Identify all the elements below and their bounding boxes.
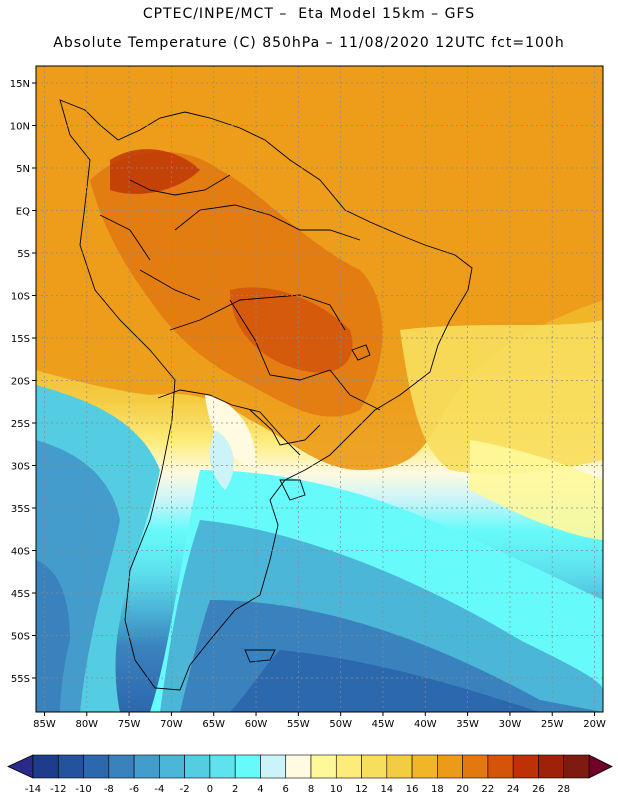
temperature-field [36, 66, 603, 712]
colorbar-label: 24 [507, 784, 520, 795]
colorbar-label: 2 [232, 784, 238, 795]
lat-tick-label: 15S [11, 334, 30, 345]
colorbar-label: 20 [456, 784, 469, 795]
lon-tick-label: 65W [202, 719, 225, 730]
map-title-line2: Absolute Temperature (C) 850hPa – 11/08/… [53, 35, 565, 51]
colorbar-label: -8 [104, 784, 114, 795]
colorbar-swatch [83, 754, 110, 779]
colorbar-label: 18 [431, 784, 444, 795]
colorbar-label: -6 [129, 784, 139, 795]
colorbar-swatch [310, 754, 337, 779]
lat-tick-label: EQ [16, 207, 30, 218]
colorbar-label: -10 [75, 784, 91, 795]
lat-tick-label: 15N [10, 79, 30, 90]
lon-tick-label: 25W [541, 719, 564, 730]
map-title-line1: CPTEC/INPE/MCT – Eta Model 15km – GFS [142, 6, 476, 22]
colorbar-label: 26 [532, 784, 545, 795]
map-frame [35, 65, 604, 713]
colorbar-label: 6 [283, 784, 289, 795]
lat-tick-label: 55S [11, 674, 30, 685]
colorbar-swatch [159, 754, 185, 779]
lon-tick-label: 60W [245, 719, 268, 730]
colorbar-swatch [260, 754, 287, 779]
coastline-outline [59, 99, 473, 691]
lat-tick-label: 30S [11, 462, 30, 473]
colorbar-swatch [108, 754, 135, 779]
colorbar-swatch [563, 754, 590, 779]
colorbar-swatch [512, 754, 539, 779]
colorbar-swatch [234, 754, 261, 779]
colorbar-high-arrow [588, 754, 613, 779]
colorbar-label: 4 [257, 784, 263, 795]
colorbar-swatch [538, 754, 565, 779]
colorbar-label: 0 [207, 784, 213, 795]
colorbar-low-arrow [7, 754, 34, 779]
lon-tick-label: 20W [583, 719, 606, 730]
colorbar-swatch [462, 754, 489, 779]
lon-tick-label: 30W [499, 719, 522, 730]
lat-tick-label: 5N [16, 164, 30, 175]
colorbar-label: -14 [25, 784, 41, 795]
lon-tick-label: 85W [33, 719, 56, 730]
lat-tick-label: 5S [17, 249, 30, 260]
colorbar-label: -2 [180, 784, 190, 795]
longitude-axis: 85W 80W 75W 70W 65W 60W 55W 50W 45W 40W 35W 30W 25W 2… [33, 712, 606, 730]
lon-tick-label: 35W [456, 719, 479, 730]
colorbar-swatch [361, 754, 388, 779]
lat-tick-label: 25S [11, 419, 30, 430]
latitude-axis: 15N 10N 5N EQ 5S 10S 15S 20S 25S 30S 35S 40S 45S 50S 5… [10, 79, 36, 685]
colorbar-label: 12 [355, 784, 368, 795]
colorbar-label: 22 [482, 784, 495, 795]
lon-tick-label: 50W [329, 719, 352, 730]
colorbar-swatch [133, 754, 160, 779]
lat-tick-label: 35S [11, 504, 30, 515]
lon-tick-label: 70W [160, 719, 183, 730]
lat-tick-label: 45S [11, 589, 30, 600]
colorbar-swatch [386, 754, 413, 779]
colorbar-label: 8 [308, 784, 314, 795]
colorbar-label: 16 [406, 784, 419, 795]
colorbar-swatch [487, 754, 514, 779]
lon-tick-label: 80W [75, 719, 98, 730]
colorbar-swatch [335, 754, 362, 779]
colorbar-swatch [285, 754, 312, 779]
lat-tick-label: 20S [11, 377, 30, 388]
colorbar-swatch [209, 754, 236, 779]
colorbar-swatch [57, 754, 84, 779]
colorbar-label: 10 [330, 784, 343, 795]
lat-tick-label: 50S [11, 632, 30, 643]
colorbar-swatch [411, 754, 438, 779]
lon-tick-label: 75W [118, 719, 141, 730]
colorbar-label: -4 [154, 784, 164, 795]
colorbar-label: 14 [380, 784, 393, 795]
lat-tick-label: 10S [11, 292, 30, 303]
colorbar-swatch [32, 754, 59, 779]
lon-tick-label: 45W [372, 719, 395, 730]
lon-tick-label: 55W [287, 719, 310, 730]
colorbar-label: -12 [50, 784, 66, 795]
colorbar-swatch [184, 754, 211, 779]
lat-tick-label: 10N [10, 122, 30, 133]
lon-tick-label: 40W [414, 719, 437, 730]
colorbar-label: 28 [557, 784, 570, 795]
colorbar-swatch [437, 754, 463, 779]
lat-tick-label: 40S [11, 547, 30, 558]
